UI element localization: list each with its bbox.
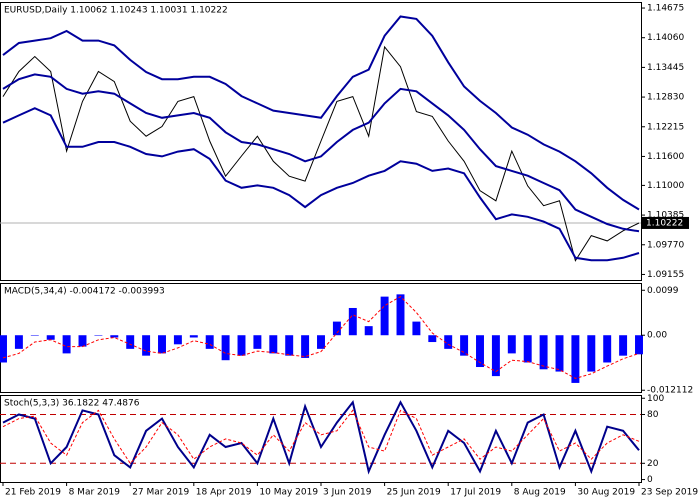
y-tick-label: 1.13445 <box>647 63 684 73</box>
macd-bar <box>189 335 198 338</box>
macd-bar <box>364 326 373 336</box>
macd-bar <box>412 321 421 336</box>
macd-bar <box>46 335 55 340</box>
macd-bar <box>205 335 214 349</box>
series-line <box>2 400 640 475</box>
macd-bar <box>221 335 230 361</box>
macd-bar <box>444 335 453 349</box>
macd-bar <box>110 335 119 338</box>
y-tick-label: 1.14060 <box>647 33 684 43</box>
y-tick-label: 0 <box>647 475 653 485</box>
x-tick-label: 25 Jun 2019 <box>387 488 441 498</box>
macd-bar <box>158 335 166 354</box>
last-price-box <box>642 216 689 229</box>
macd-bar <box>317 335 325 349</box>
series-line <box>2 15 640 211</box>
macd-bar <box>571 335 580 383</box>
y-tick-label: 1.09770 <box>647 240 684 250</box>
macd-bar <box>555 335 564 372</box>
series-line <box>2 107 640 262</box>
x-tick-label: 21 Feb 2019 <box>5 488 61 498</box>
series-line <box>2 45 640 262</box>
macd-bar <box>539 335 548 370</box>
x-tick-label: 8 Mar 2019 <box>69 488 121 498</box>
x-tick-label: 27 Mar 2019 <box>132 488 189 498</box>
macd-bar <box>460 335 469 356</box>
panel-frame <box>0 2 642 281</box>
macd-bar <box>269 335 278 354</box>
macd-bar <box>523 335 532 363</box>
macd-bar <box>380 296 389 336</box>
panel-title: MACD(5,34,4) -0.004172 -0.003993 <box>4 287 165 297</box>
y-tick-label: 20 <box>647 459 659 469</box>
y-tick-label: 100 <box>647 394 664 404</box>
macd-bar <box>619 335 628 356</box>
y-tick-label: 0.0099 <box>647 286 679 296</box>
macd-bar <box>173 335 182 345</box>
macd-bar <box>635 335 643 355</box>
macd-bar <box>285 335 294 356</box>
macd-bar <box>491 335 500 377</box>
macd-bar <box>14 335 23 349</box>
macd-bar <box>587 335 596 372</box>
y-tick-label: 1.12215 <box>647 122 684 132</box>
x-tick-label: 17 Jul 2019 <box>450 488 501 498</box>
y-tick-label: 1.12830 <box>647 93 684 103</box>
macd-bar <box>62 335 71 354</box>
y-tick-label: 0.00 <box>647 331 667 341</box>
macd-bar <box>603 335 612 363</box>
x-tick-label: 23 Sep 2019 <box>641 488 698 498</box>
series-line <box>2 295 640 379</box>
x-tick-label: 30 Aug 2019 <box>577 488 635 498</box>
last-price-label: 1.10222 <box>646 218 683 228</box>
macd-bar <box>507 335 516 354</box>
y-tick-label: 80 <box>647 410 659 420</box>
y-tick-label: 1.11600 <box>647 152 684 162</box>
macd-bar <box>78 335 87 347</box>
y-tick-label: 1.09155 <box>647 270 684 280</box>
y-tick-label: -0.012112 <box>647 386 693 396</box>
macd-bar <box>476 335 484 368</box>
macd-bar <box>428 335 437 343</box>
panel-title: Stoch(5,3,3) 36.1822 47.4876 <box>4 399 140 409</box>
panel-title: EURUSD,Daily 1.10062 1.10243 1.10031 1.1… <box>4 6 228 16</box>
macd-bar <box>94 335 103 336</box>
x-tick-label: 8 Aug 2019 <box>514 488 566 498</box>
x-tick-label: 18 Apr 2019 <box>196 488 252 498</box>
macd-bar <box>0 335 7 363</box>
macd-bar <box>253 335 262 349</box>
x-tick-label: 3 Jun 2019 <box>323 488 372 498</box>
macd-bar <box>30 335 39 336</box>
macd-bar <box>126 335 135 349</box>
macd-bar <box>301 335 310 358</box>
y-tick-label: 1.14675 <box>647 4 684 14</box>
macd-bar <box>396 294 405 336</box>
series-line <box>2 409 640 465</box>
macd-bar <box>237 335 246 356</box>
series-line <box>2 73 640 233</box>
y-tick-label: 1.11000 <box>647 181 684 191</box>
macd-bar <box>332 321 341 336</box>
macd-bar <box>142 335 151 356</box>
y-tick-label: 1.10385 <box>647 211 684 221</box>
x-tick-label: 10 May 2019 <box>259 488 318 498</box>
macd-bar <box>348 307 357 336</box>
